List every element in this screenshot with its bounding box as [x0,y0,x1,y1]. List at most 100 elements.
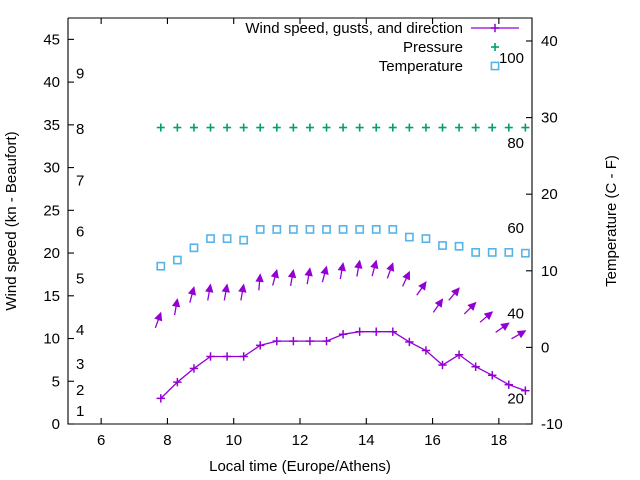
pressure-point [438,123,447,132]
wind-direction-arrow [221,283,230,301]
temperature-point [355,225,365,234]
y2-tick-label: 0 [541,339,549,356]
wind-direction-arrow [448,287,460,301]
temperature-point [388,225,398,234]
wind-speed-point [521,386,530,395]
temperature-point [438,241,447,250]
x-tick-label: 14 [358,432,375,449]
pressure-point [355,123,364,132]
temperature-point [322,225,331,234]
legend-marker-plus [490,23,500,33]
pressure-point [256,123,265,132]
pressure-point [339,123,348,132]
pressure-point [305,123,314,132]
pressure-point [173,123,182,132]
temperature-point [189,243,199,253]
y-axis-title: Wind speed (kn - Beaufort) [3,131,20,310]
wind-speed-point [355,327,364,336]
wind-direction-arrow [154,311,163,329]
wind-speed-point [372,327,381,336]
wind-speed-point [206,352,215,361]
x-tick-label: 16 [424,432,441,449]
wind-speed-point [239,352,248,361]
y-tick-label: 15 [43,288,60,305]
temperature-point [371,225,381,234]
wind-direction-arrow [402,270,411,287]
wind-direction-arrow [432,298,444,313]
temperature-point [404,232,414,242]
y2-tick-label: 30 [541,110,558,127]
pressure-point [372,123,381,132]
wind-speed-point [189,364,199,373]
beaufort-label: 6 [76,224,84,241]
y-tick-label: 20 [43,245,60,262]
wind-series [154,259,530,403]
wind-direction-arrow [463,301,477,315]
wind-direction-arrow [205,283,214,301]
wind-speed-point [272,336,281,346]
temperature-point [421,234,431,244]
y2-tick-label: 20 [541,186,558,203]
pressure-point [322,123,331,132]
wind-speed-point [405,337,414,347]
temperature-point [206,234,215,244]
wind-direction-arrow [495,322,510,333]
pressure-point [488,123,497,132]
wind-speed-point [388,327,397,336]
wind-speed-point [173,377,182,387]
wind-speed-point [488,371,497,380]
wind-speed-point [438,360,447,370]
legend-label: Wind speed, gusts, and direction [245,20,463,37]
y2-tick-label: 10 [541,263,558,280]
wind-direction-arrow [238,283,247,301]
wind-speed-point [454,350,464,359]
temperature-point [487,248,497,257]
temperature-point [156,261,166,271]
x-tick-label: 8 [163,432,171,449]
pressure-point [189,123,198,132]
temperature-point [454,241,464,251]
fahrenheit-label: 100 [499,50,524,67]
wind-direction-arrow [270,269,279,286]
pressure-point [156,123,165,132]
temperature-point [305,225,315,234]
y2-axis-title: Temperature (C - F) [603,155,620,287]
beaufort-label: 9 [76,66,84,83]
pressure-point [421,123,430,132]
fahrenheit-label: 60 [507,220,524,237]
beaufort-label: 7 [76,172,84,189]
fahrenheit-label: 40 [507,306,524,323]
legend-label: Pressure [403,39,463,56]
wind-direction-arrow [287,269,297,287]
wind-direction-arrow [304,267,313,285]
wind-speed-point [338,330,348,339]
wind-direction-arrow [511,330,527,340]
x-tick-label: 10 [225,432,242,449]
beaufort-label: 5 [76,271,84,288]
temperature-point [520,248,530,258]
y-tick-label: 35 [43,117,60,134]
wind-direction-arrow [320,265,329,283]
beaufort-label: 8 [76,121,84,138]
wind-speed-point [156,394,165,403]
temperature-point [338,225,348,234]
wind-direction-arrow [354,259,363,277]
y-tick-label: 30 [43,160,60,177]
fahrenheit-label: 20 [507,391,524,408]
wind-direction-arrow [386,262,395,279]
temperature-point [255,225,265,234]
pressure-point [521,123,530,132]
chart-legend: Wind speed, gusts, and direction Pressure… [245,20,519,75]
pressure-point [471,123,480,132]
temperature-point [504,248,514,257]
wind-direction-arrows [154,259,527,340]
legend-marker-plus [491,43,499,51]
wind-direction-arrow [187,286,197,303]
wind-speed-point [421,346,431,355]
legend-marker-square [490,61,500,71]
y-tick-label: 40 [43,74,60,91]
